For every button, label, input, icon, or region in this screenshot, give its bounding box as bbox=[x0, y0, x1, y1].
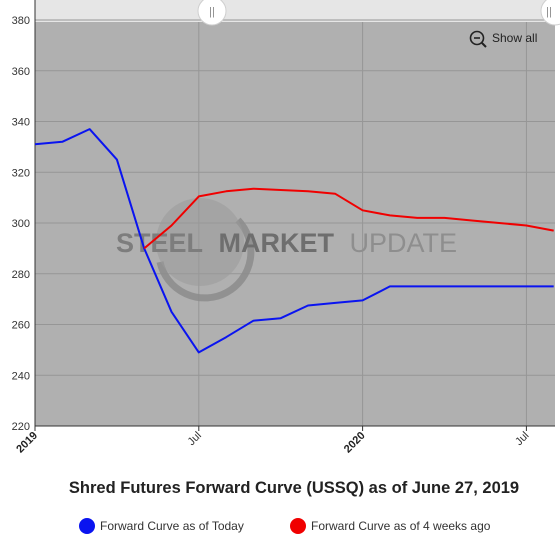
y-tick-label: 360 bbox=[12, 66, 30, 78]
zoom-out-icon bbox=[469, 30, 487, 48]
plot-area bbox=[35, 0, 555, 426]
show-all-label: Show all bbox=[492, 31, 537, 45]
svg-text:STEEL MARKET UPDAT: STEEL MARKET UPDATE bbox=[116, 228, 457, 258]
chart-title: Shred Futures Forward Curve (USSQ) as of… bbox=[69, 479, 519, 497]
y-tick-label: 280 bbox=[12, 269, 30, 281]
navigator-handle-left[interactable]: || bbox=[197, 0, 227, 26]
legend-label[interactable]: Forward Curve as of Today bbox=[100, 519, 244, 533]
series-line-four-weeks-ago[interactable] bbox=[143, 187, 554, 250]
series-line-today[interactable] bbox=[34, 128, 554, 354]
y-tick-label: 260 bbox=[12, 320, 30, 332]
navigator-handle-left-glyph: || bbox=[209, 6, 215, 18]
y-tick-label: 220 bbox=[12, 421, 30, 433]
legend-marker bbox=[79, 518, 95, 534]
watermark-swoosh bbox=[156, 217, 255, 302]
y-tick-label: 320 bbox=[12, 167, 30, 179]
y-axis-labels: 380 360 340 320 300 280 260 240 220 bbox=[12, 15, 30, 433]
x-axis-labels: 2019 Jul 2020 Jul bbox=[14, 426, 532, 456]
y-tick-label: 300 bbox=[12, 218, 30, 230]
x-tick-label: 2020 bbox=[342, 430, 368, 456]
legend-marker bbox=[290, 518, 306, 534]
navigator-handle-right-glyph: || bbox=[546, 6, 552, 18]
legend-label[interactable]: Forward Curve as of 4 weeks ago bbox=[311, 519, 491, 533]
navigator-bar[interactable] bbox=[35, 0, 555, 22]
watermark-word-steel: STEEL bbox=[116, 228, 203, 258]
y-tick-label: 240 bbox=[12, 370, 30, 382]
y-tick-label: 380 bbox=[12, 15, 30, 27]
legend: Forward Curve as of Today Forward Curve a… bbox=[79, 518, 491, 534]
y-tick-label: 340 bbox=[12, 117, 30, 129]
watermark-word-market: MARKET bbox=[219, 228, 335, 258]
x-tick-label: Jul bbox=[185, 430, 203, 448]
watermark-word-update: UPDATE bbox=[350, 228, 458, 258]
x-tick-label: Jul bbox=[513, 430, 531, 448]
navigator-handle-right[interactable]: || bbox=[540, 0, 560, 26]
series-lines bbox=[34, 128, 554, 354]
show-all-button[interactable]: Show all bbox=[469, 30, 538, 48]
x-tick-label: 2019 bbox=[14, 430, 40, 456]
